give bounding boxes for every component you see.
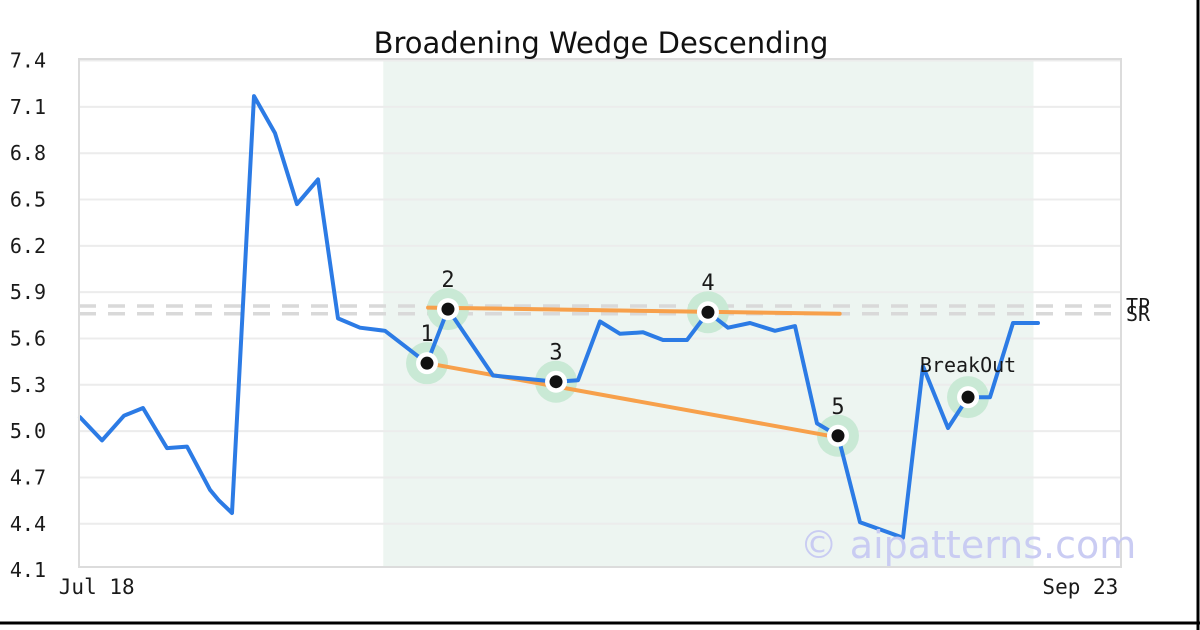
- y-tick-label: 4.4: [10, 512, 46, 536]
- y-tick-label: 6.8: [10, 141, 46, 165]
- level-label-sr: SR: [1126, 302, 1151, 326]
- price-line: [78, 94, 1040, 540]
- trendline-upper: [426, 305, 842, 316]
- level-label-tp: TP: [1126, 294, 1150, 318]
- y-tick-labels: 7.4 7.1 6.8 6.5 6.2 5.9 5.6 5.3 5.0 4.7 4.4 4.1: [10, 49, 46, 583]
- frame-right-border: [1196, 0, 1200, 630]
- x-tick-labels: Jul 18 Sep 23: [59, 575, 1119, 599]
- price-line-group: [78, 94, 1040, 540]
- pattern-point-label: 4: [701, 271, 714, 296]
- watermark: © aipatterns.com: [800, 523, 1137, 567]
- pattern-point-label: 1: [420, 322, 433, 347]
- y-tick-label: 7.4: [10, 49, 46, 73]
- pattern-point-label: 5: [831, 395, 844, 420]
- pattern-point-dot: [831, 429, 845, 443]
- y-tick-label: 4.7: [10, 465, 46, 489]
- pattern-point-label: BreakOut: [920, 353, 1016, 377]
- pattern-point-label: 2: [441, 268, 454, 293]
- plot-border: [78, 58, 1122, 568]
- pattern-point-dot: [420, 356, 434, 370]
- y-tick-label: 5.9: [10, 280, 46, 304]
- y-tick-label: 6.2: [10, 234, 46, 258]
- pattern-point-dot: [701, 305, 715, 319]
- y-tick-label: 4.1: [10, 558, 46, 582]
- pattern-point-dot: [549, 375, 563, 389]
- point-labels: 1 2 3 4 5 BreakOut: [420, 268, 1016, 420]
- gridlines: [79, 59, 1121, 525]
- x-tick-label: Jul 18: [59, 575, 135, 599]
- marker-dots: [416, 298, 980, 447]
- frame-bottom-border: [0, 621, 1200, 625]
- x-tick-label: Sep 23: [1042, 575, 1118, 599]
- y-tick-label: 7.1: [10, 95, 46, 119]
- pattern-point-label: 3: [549, 341, 562, 366]
- y-tick-label: 6.5: [10, 188, 46, 212]
- y-tick-label: 5.3: [10, 373, 46, 397]
- y-tick-label: 5.6: [10, 326, 46, 350]
- pattern-point-dot: [441, 302, 455, 316]
- pattern-point-dot: [961, 390, 975, 404]
- chart-title: Broadening Wedge Descending: [374, 26, 829, 60]
- y-tick-label: 5.0: [10, 419, 46, 443]
